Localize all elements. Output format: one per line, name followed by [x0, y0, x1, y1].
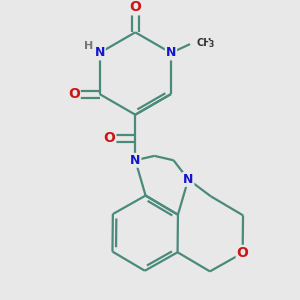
Text: O: O: [68, 87, 80, 101]
Text: CH: CH: [196, 38, 212, 48]
Text: O: O: [237, 246, 249, 260]
Text: O: O: [103, 131, 115, 145]
Text: N: N: [166, 46, 176, 59]
Text: N: N: [183, 173, 194, 186]
Text: 3: 3: [208, 40, 214, 49]
Text: H: H: [84, 41, 93, 51]
Text: O: O: [129, 0, 141, 14]
Text: N: N: [130, 154, 140, 167]
Text: N: N: [94, 46, 105, 59]
